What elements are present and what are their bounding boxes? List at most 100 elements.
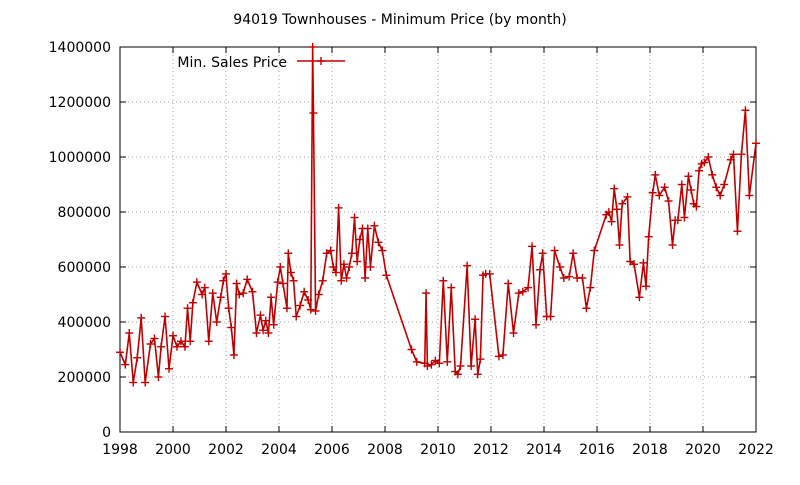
data-point <box>610 184 619 193</box>
data-point <box>745 191 754 200</box>
data-point <box>314 290 323 299</box>
data-point <box>612 205 621 214</box>
data-point <box>741 106 750 115</box>
data-point <box>282 304 291 313</box>
data-point <box>188 298 197 307</box>
y-tick-label: 400000 <box>58 315 111 331</box>
data-point <box>326 246 335 255</box>
x-tick-label: 2008 <box>367 442 403 458</box>
data-point <box>227 323 236 332</box>
data-point <box>296 301 305 310</box>
data-point <box>219 276 228 285</box>
data-point <box>259 326 268 335</box>
data-point <box>248 287 257 296</box>
data-point <box>304 296 313 304</box>
data-point <box>198 290 207 299</box>
data-point <box>447 283 456 292</box>
data-point <box>518 287 527 296</box>
data-point <box>708 170 717 179</box>
axes: 1998 2000 2002 2004 2006 2008 2010 2012 2014 2016… <box>49 40 774 458</box>
data-point <box>200 283 209 292</box>
x-tick-label: 1998 <box>102 442 138 458</box>
data-point <box>204 337 213 346</box>
data-point <box>687 186 696 194</box>
data-point <box>264 329 273 337</box>
data-point <box>509 329 518 337</box>
data-point <box>350 213 359 222</box>
data-point <box>582 304 591 313</box>
x-tick-label: 2000 <box>155 442 191 458</box>
data-point <box>146 340 155 348</box>
data-point <box>284 249 293 258</box>
data-point <box>229 351 238 359</box>
data-point <box>216 293 225 302</box>
data-point <box>536 265 545 274</box>
data-point <box>752 139 760 148</box>
data-point <box>615 241 624 249</box>
data-point <box>150 334 159 343</box>
data-point <box>546 312 555 321</box>
data-point <box>161 312 170 321</box>
data-point <box>494 352 503 361</box>
data-point <box>720 180 729 189</box>
data-point <box>133 353 142 362</box>
chart-title: 94019 Townhouses - Minimum Price (by mon… <box>233 12 566 28</box>
data-point <box>137 313 146 322</box>
data-point <box>423 362 432 370</box>
data-point <box>370 221 379 230</box>
data-point <box>485 269 494 278</box>
data-point <box>651 170 660 179</box>
x-tick-label: 2016 <box>579 442 615 458</box>
data-point <box>729 150 738 159</box>
data-point <box>345 263 354 271</box>
data-point <box>212 318 221 326</box>
x-tick-label: 2006 <box>314 442 350 458</box>
data-point <box>550 246 559 255</box>
y-tick-label: 200000 <box>58 370 111 386</box>
data-point <box>630 260 639 269</box>
data-point <box>427 360 436 369</box>
series-layer <box>116 43 760 387</box>
x-tick-label: 2018 <box>632 442 668 458</box>
data-point <box>453 370 462 379</box>
data-point <box>623 192 632 201</box>
data-point <box>172 342 181 351</box>
legend-label: Min. Sales Price <box>177 55 287 71</box>
data-point <box>712 183 721 192</box>
data-point <box>590 246 599 255</box>
data-point <box>673 216 682 225</box>
data-point <box>276 263 285 271</box>
legend: Min. Sales Price <box>177 55 345 71</box>
data-point <box>412 357 421 366</box>
data-point <box>439 276 448 285</box>
data-point <box>716 191 725 200</box>
data-point <box>607 217 616 226</box>
y-tick-label: 1200000 <box>49 95 111 111</box>
data-point <box>604 208 613 216</box>
data-point <box>141 378 150 387</box>
data-point <box>252 329 261 337</box>
data-point <box>695 166 704 175</box>
data-point <box>559 274 568 282</box>
data-point <box>192 278 201 287</box>
x-tick-label: 2010 <box>420 442 456 458</box>
y-tick-label: 800000 <box>58 205 111 221</box>
data-point <box>378 246 387 255</box>
data-point <box>586 283 595 292</box>
data-point <box>524 283 533 292</box>
data-point <box>644 232 653 241</box>
data-point <box>329 263 338 271</box>
data-point <box>618 199 627 208</box>
data-point <box>366 263 375 271</box>
data-point <box>309 109 318 117</box>
data-point <box>154 373 163 381</box>
data-point <box>692 202 701 211</box>
data-point <box>668 241 677 249</box>
series-line <box>119 46 757 384</box>
data-point <box>704 153 713 161</box>
data-point <box>463 261 472 270</box>
data-point <box>422 289 431 298</box>
data-point <box>407 345 416 354</box>
data-point <box>232 279 241 288</box>
data-point <box>677 180 686 189</box>
